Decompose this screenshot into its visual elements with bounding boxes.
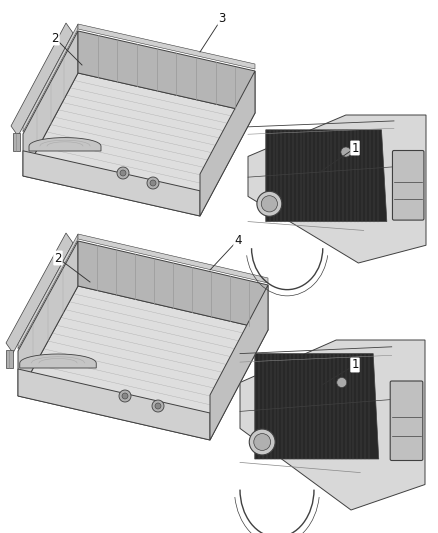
- Circle shape: [249, 429, 275, 455]
- Polygon shape: [210, 285, 268, 440]
- FancyBboxPatch shape: [392, 150, 424, 220]
- Polygon shape: [266, 130, 387, 222]
- Polygon shape: [23, 73, 255, 216]
- Polygon shape: [18, 369, 210, 440]
- Circle shape: [120, 170, 126, 176]
- Circle shape: [152, 400, 164, 412]
- Polygon shape: [240, 340, 425, 510]
- Circle shape: [122, 393, 128, 399]
- Polygon shape: [78, 234, 268, 283]
- Polygon shape: [6, 233, 73, 353]
- Circle shape: [117, 167, 129, 179]
- Polygon shape: [255, 353, 379, 459]
- Polygon shape: [200, 71, 255, 216]
- Polygon shape: [11, 23, 73, 136]
- Polygon shape: [23, 31, 78, 176]
- Polygon shape: [78, 241, 268, 330]
- FancyBboxPatch shape: [390, 381, 423, 461]
- Circle shape: [257, 191, 282, 216]
- Text: 1: 1: [351, 141, 359, 155]
- Polygon shape: [248, 115, 426, 263]
- Text: 1: 1: [351, 359, 359, 372]
- Polygon shape: [78, 24, 255, 69]
- Bar: [6, 350, 13, 368]
- Text: 2: 2: [51, 31, 59, 44]
- Polygon shape: [20, 354, 96, 368]
- Polygon shape: [18, 241, 78, 396]
- Polygon shape: [23, 151, 200, 216]
- Text: 2: 2: [54, 252, 62, 264]
- Polygon shape: [23, 24, 78, 132]
- Circle shape: [261, 196, 277, 212]
- Polygon shape: [18, 286, 268, 440]
- Text: 4: 4: [234, 233, 242, 246]
- Polygon shape: [18, 234, 78, 349]
- Text: 3: 3: [218, 12, 226, 25]
- Circle shape: [147, 177, 159, 189]
- Circle shape: [119, 390, 131, 402]
- Circle shape: [341, 147, 351, 157]
- Polygon shape: [78, 31, 255, 113]
- Polygon shape: [29, 138, 101, 151]
- Circle shape: [155, 403, 161, 409]
- Circle shape: [150, 180, 156, 186]
- Circle shape: [254, 433, 271, 450]
- Bar: [13, 133, 20, 151]
- Circle shape: [337, 377, 347, 387]
